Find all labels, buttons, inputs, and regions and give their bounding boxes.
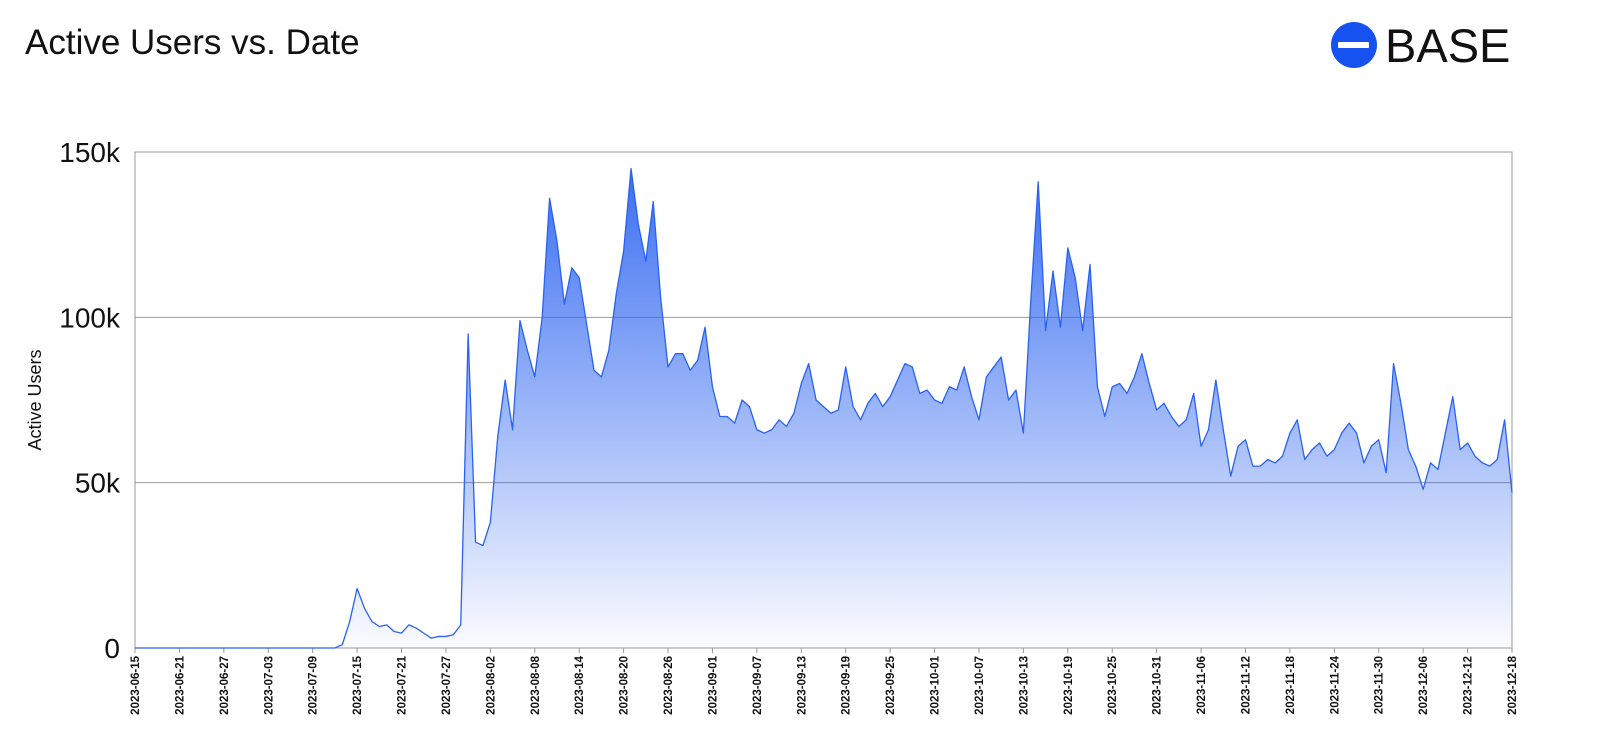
- x-tick-label: 2023-12-12: [1463, 656, 1475, 715]
- x-tick-label: 2023-07-21: [397, 655, 409, 714]
- x-tick-label: 2023-11-06: [1196, 656, 1208, 714]
- x-tick-label: 2023-10-07: [974, 656, 986, 715]
- x-tick-label: 2023-08-02: [485, 656, 497, 715]
- x-tick-label: 2023-10-13: [1018, 656, 1030, 715]
- chart-title: Active Users vs. Date: [25, 23, 360, 62]
- x-tick-label: 2023-08-14: [574, 655, 586, 714]
- logo-bar: [1338, 42, 1369, 48]
- line: [135, 167, 1513, 649]
- x-tick-label: 2023-09-13: [796, 656, 808, 715]
- y-tick-label: 150k: [59, 137, 121, 168]
- area-fill: [135, 168, 1512, 648]
- x-tick-label: 2023-07-27: [441, 656, 453, 715]
- x-tick-label: 2023-08-20: [619, 656, 631, 715]
- x-tick-label: 2023-10-25: [1107, 655, 1119, 714]
- y-tick-label: 50k: [75, 468, 121, 499]
- x-tick-label: 2023-09-07: [752, 656, 764, 715]
- x-tick-label: 2023-11-30: [1374, 656, 1386, 714]
- x-tick-label: 2023-06-21: [174, 655, 186, 714]
- y-tick-label: 0: [104, 633, 120, 664]
- x-tick-label: 2023-10-01: [930, 655, 942, 714]
- x-tick-label: 2023-11-12: [1240, 656, 1252, 714]
- x-tick-label: 2023-07-15: [352, 655, 364, 714]
- logo: BASE: [1331, 19, 1510, 72]
- x-tick-label: 2023-11-24: [1329, 655, 1341, 714]
- x-tick-label: 2023-09-01: [707, 655, 719, 714]
- x-tick-label: 2023-08-08: [530, 655, 542, 714]
- x-tick-label: 2023-10-31: [1152, 655, 1164, 714]
- x-tick-label: 2023-06-15: [130, 655, 142, 714]
- x-tick-label: 2023-09-25: [885, 655, 897, 714]
- y-axis-label: Active Users: [25, 349, 45, 450]
- x-tick-label: 2023-11-18: [1285, 655, 1297, 714]
- x-tick-label: 2023-08-26: [663, 656, 675, 715]
- logo-text: BASE: [1385, 19, 1510, 72]
- x-tick-label: 2023-09-19: [841, 656, 853, 715]
- x-tick-label: 2023-07-03: [263, 656, 275, 715]
- x-tick-label: 2023-10-19: [1063, 656, 1075, 715]
- y-tick-label: 100k: [59, 302, 121, 333]
- x-tick-label: 2023-12-18: [1507, 655, 1519, 714]
- x-tick-label: 2023-12-06: [1418, 656, 1430, 715]
- x-tick-label: 2023-06-27: [219, 656, 231, 715]
- x-tick-label: 2023-07-09: [308, 656, 320, 715]
